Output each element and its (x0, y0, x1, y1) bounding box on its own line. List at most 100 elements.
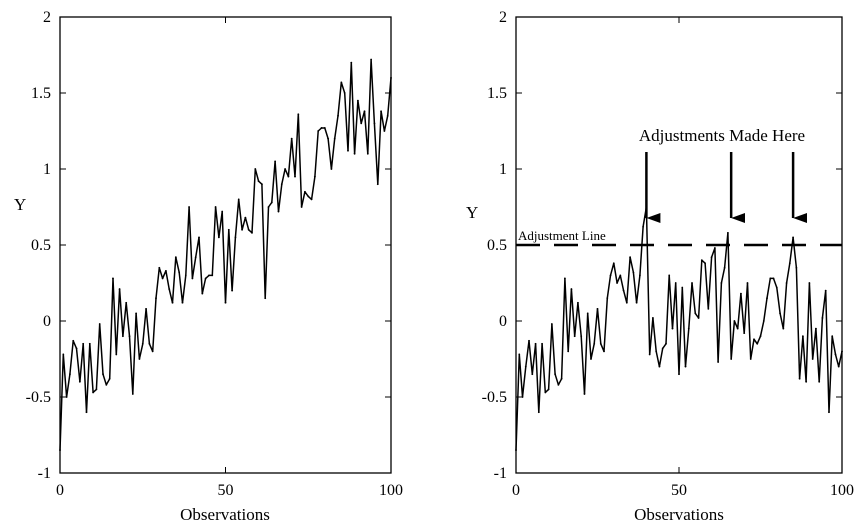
right-y-tick-label: -0.5 (482, 389, 507, 406)
right-data-point (753, 338, 755, 341)
left-data-point (284, 168, 286, 170)
left-data-point (208, 274, 210, 277)
right-data-point (779, 312, 781, 315)
left-data-point (191, 277, 194, 280)
right-data-point (586, 312, 589, 315)
left-data-point (237, 198, 240, 201)
left-data-point (121, 335, 124, 338)
left-data-point (59, 449, 61, 452)
left-data-point (376, 183, 379, 186)
right-data-point (652, 317, 654, 319)
right-x-tick-label: 50 (671, 482, 687, 499)
left-data-point (383, 130, 386, 132)
right-data-point (805, 380, 808, 383)
left-data-point (72, 339, 75, 342)
left-data-point (380, 110, 382, 113)
left-data-point (118, 288, 121, 290)
right-series-line (515, 206, 843, 451)
left-data-point (184, 274, 187, 277)
left-y-tick-label: 2 (43, 9, 51, 26)
right-data-point (801, 335, 804, 338)
left-data-point (69, 373, 71, 376)
left-y-axis: -1 -0.5 0 0.5 1 1.5 2 (26, 9, 391, 482)
right-data-point (665, 342, 667, 345)
right-data-point (785, 282, 788, 284)
left-data-point (105, 383, 108, 386)
right-y-axis: -1 -0.5 0 0.5 1 1.5 2 (482, 9, 842, 482)
left-data-point (353, 152, 356, 155)
left-data-point (340, 81, 343, 84)
right-data-point (547, 388, 550, 391)
right-data-point (567, 350, 570, 353)
right-data-point (635, 301, 638, 304)
right-y-tick-label: -1 (494, 465, 507, 482)
right-data-point (736, 327, 739, 330)
left-data-point (88, 342, 91, 345)
right-data-point (534, 342, 537, 345)
left-data-point (151, 350, 154, 353)
right-data-point (603, 350, 605, 353)
right-series-layer (515, 206, 843, 452)
right-data-point (648, 353, 651, 356)
left-data-point (390, 76, 392, 79)
right-y-axis-label: Y (466, 203, 478, 222)
left-data-point (231, 289, 234, 292)
right-data-point (681, 286, 684, 289)
left-data-point (370, 58, 373, 61)
left-y-tick-label: 1.5 (31, 85, 51, 102)
left-data-point (65, 396, 68, 398)
right-data-point (704, 262, 706, 265)
right-x-tick-label: 100 (830, 482, 854, 499)
right-data-point (717, 361, 720, 363)
right-data-point (622, 289, 625, 292)
left-data-point (82, 342, 85, 345)
left-data-point (224, 301, 227, 304)
left-data-point (257, 180, 260, 183)
left-data-point (343, 92, 346, 94)
left-data-point (227, 228, 230, 231)
left-data-point (141, 342, 144, 345)
right-data-point (818, 380, 821, 383)
right-data-point (674, 282, 677, 284)
right-data-point (749, 358, 752, 360)
left-data-point (95, 388, 98, 391)
adjustment-line-label: Adjustment Line (518, 228, 606, 243)
right-data-point (564, 277, 566, 280)
left-data-point (98, 323, 101, 325)
left-data-point (360, 122, 363, 125)
right-data-point (687, 327, 690, 330)
left-y-tick-label: 0 (43, 313, 51, 330)
right-data-point (632, 271, 635, 274)
left-data-point (211, 274, 214, 277)
left-data-point (277, 210, 280, 213)
left-x-tick-label: 50 (218, 482, 234, 499)
left-data-point (78, 380, 81, 383)
right-data-point (691, 282, 693, 284)
right-data-point (710, 256, 713, 259)
left-data-point (290, 137, 293, 140)
right-data-point (577, 301, 579, 304)
left-data-point (168, 288, 171, 290)
right-data-point (841, 350, 843, 353)
right-data-point (727, 231, 729, 234)
right-data-point (766, 297, 768, 300)
left-data-point (102, 373, 104, 376)
left-y-tick-label: -1 (38, 465, 51, 482)
left-data-point (148, 342, 151, 345)
right-x-tick-label: 0 (512, 482, 520, 499)
right-data-point (658, 365, 661, 368)
left-data-point (198, 236, 200, 239)
left-data-point (138, 358, 141, 360)
right-data-point (798, 377, 801, 380)
right-x-axis: 0 50 100 (512, 17, 854, 499)
left-data-point (131, 393, 134, 395)
left-data-point (115, 353, 118, 356)
left-data-point (247, 228, 250, 231)
right-data-point (788, 262, 791, 265)
right-data-point (834, 353, 837, 356)
right-data-point (550, 323, 553, 325)
right-data-point (808, 282, 811, 284)
right-data-point (593, 342, 596, 345)
right-data-point (795, 266, 798, 269)
